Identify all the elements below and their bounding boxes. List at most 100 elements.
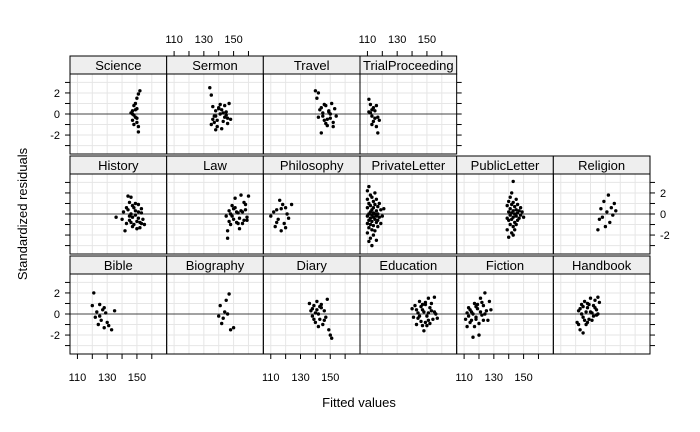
data-point: [319, 106, 323, 110]
data-point: [319, 131, 323, 135]
data-point: [508, 207, 512, 211]
data-point: [487, 299, 492, 304]
data-point: [215, 118, 219, 123]
data-point: [211, 117, 215, 122]
data-point: [324, 315, 328, 319]
data-point: [225, 116, 230, 120]
data-point: [517, 209, 521, 213]
x-axis-bottom: 110 130 150: [262, 354, 346, 384]
data-point: [582, 318, 587, 322]
data-point: [511, 209, 515, 213]
x-tick-label: 110: [359, 34, 377, 46]
data-point: [599, 207, 603, 211]
data-point: [120, 217, 124, 221]
data-point: [377, 118, 381, 123]
y-tick-label: -2: [50, 330, 60, 342]
data-point: [588, 310, 593, 314]
data-point: [367, 97, 371, 102]
data-point: [209, 122, 213, 127]
data-point: [331, 120, 335, 125]
data-point: [133, 101, 138, 106]
data-point: [579, 312, 584, 316]
data-point: [130, 112, 135, 116]
y-tick-label: 0: [54, 309, 60, 321]
data-point: [480, 313, 484, 317]
data-point: [223, 310, 227, 314]
panel-religion: Religion: [552, 155, 651, 255]
data-point: [521, 215, 526, 219]
data-point: [233, 196, 237, 200]
data-point: [609, 206, 613, 210]
data-point: [312, 303, 316, 308]
data-point: [371, 199, 376, 204]
data-point: [278, 198, 282, 202]
data-point: [231, 326, 236, 330]
data-point: [371, 233, 376, 237]
data-point: [410, 307, 414, 311]
data-point: [316, 324, 321, 329]
data-point: [325, 117, 329, 122]
data-point: [477, 321, 481, 326]
data-point: [227, 101, 231, 106]
data-point: [218, 112, 222, 116]
y-tick-label: -2: [660, 230, 670, 242]
data-point: [330, 336, 334, 340]
data-point: [217, 106, 221, 110]
data-point: [109, 328, 114, 332]
data-point: [417, 299, 422, 304]
data-point: [581, 315, 585, 319]
data-point: [472, 301, 477, 306]
data-point: [237, 227, 242, 231]
data-point: [214, 109, 218, 113]
data-point: [471, 312, 475, 316]
data-point: [136, 210, 141, 214]
data-point: [225, 121, 230, 126]
x-tick-label: 130: [291, 372, 309, 384]
data-point: [376, 131, 380, 135]
data-point: [483, 312, 487, 316]
strip-label: Handbook: [572, 258, 632, 273]
data-point: [376, 224, 380, 229]
strip-label: Science: [95, 58, 141, 73]
data-point: [99, 318, 103, 322]
data-point: [367, 239, 371, 244]
data-point: [240, 221, 245, 226]
data-point: [102, 326, 106, 330]
data-point: [514, 197, 518, 201]
data-point: [316, 91, 321, 95]
data-point: [478, 310, 483, 314]
data-point: [322, 318, 326, 322]
strip-label: Sermon: [192, 58, 238, 73]
data-point: [507, 210, 511, 214]
x-axis-bottom: 110 130 150: [69, 354, 153, 384]
data-point: [463, 317, 468, 321]
data-point: [220, 321, 224, 326]
data-point: [214, 114, 218, 118]
data-point: [481, 318, 486, 322]
data-point: [367, 226, 371, 230]
data-point: [511, 224, 515, 229]
data-point: [373, 202, 377, 207]
data-point: [374, 238, 379, 242]
data-point: [121, 210, 126, 214]
x-tick-label: 130: [195, 34, 213, 46]
panel-diary: Diary: [262, 255, 361, 355]
x-tick-label: 150: [514, 372, 532, 384]
data-point: [596, 295, 600, 299]
strip-label: Education: [379, 258, 437, 273]
data-point: [234, 210, 239, 214]
data-point: [428, 306, 432, 310]
strip-label: Fiction: [486, 258, 524, 273]
x-tick-label: 150: [321, 372, 339, 384]
data-point: [225, 312, 230, 316]
y-tick-label: 2: [54, 288, 60, 300]
data-point: [581, 331, 585, 335]
x-tick-label: 130: [98, 372, 116, 384]
strip-label: PrivateLetter: [371, 158, 445, 173]
strip-label: PublicLetter: [471, 158, 540, 173]
data-point: [281, 202, 285, 207]
data-point: [327, 110, 331, 114]
data-point: [127, 200, 132, 205]
data-point: [472, 324, 477, 329]
data-point: [123, 229, 127, 233]
